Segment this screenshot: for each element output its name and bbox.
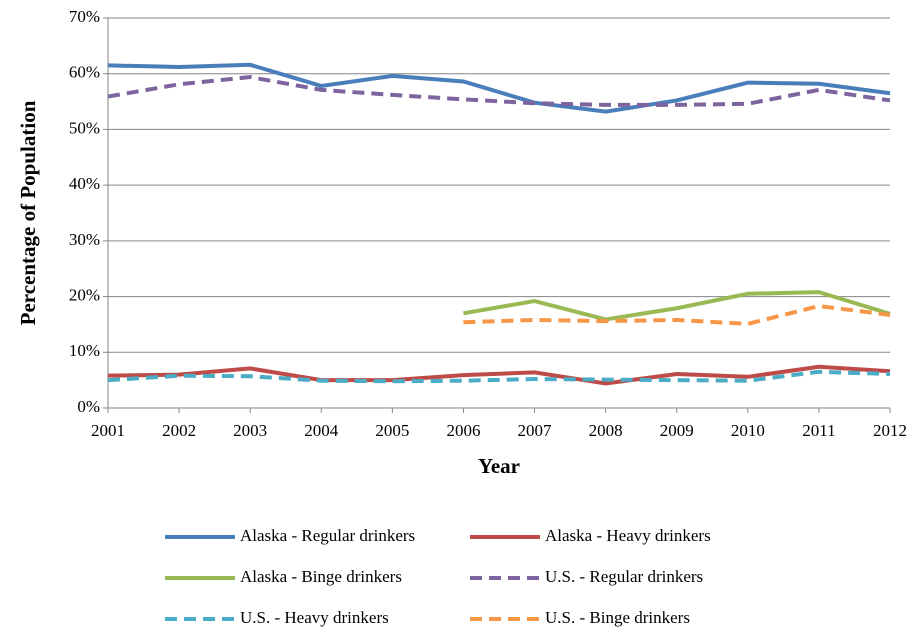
x-tick-label: 2005 bbox=[375, 421, 409, 440]
x-tick-label: 2004 bbox=[304, 421, 339, 440]
x-tick-label: 2009 bbox=[660, 421, 694, 440]
x-tick-label: 2010 bbox=[731, 421, 765, 440]
series-line bbox=[107, 369, 891, 384]
x-tick-label: 2008 bbox=[589, 421, 623, 440]
series-line bbox=[107, 75, 891, 107]
legend-label: Alaska - Regular drinkers bbox=[240, 526, 415, 545]
y-tick-label: 20% bbox=[69, 285, 100, 304]
series-line bbox=[107, 62, 891, 114]
y-tick-label: 0% bbox=[77, 397, 100, 416]
y-tick-label: 10% bbox=[69, 341, 100, 360]
series-line bbox=[463, 304, 891, 326]
y-tick-label: 30% bbox=[69, 230, 100, 249]
x-tick-label: 2012 bbox=[873, 421, 907, 440]
x-tick-label: 2007 bbox=[518, 421, 553, 440]
x-tick-label: 2003 bbox=[233, 421, 267, 440]
y-tick-label: 50% bbox=[69, 118, 100, 137]
legend-label: Alaska - Binge drinkers bbox=[240, 567, 402, 586]
y-axis-title: Percentage of Population bbox=[16, 100, 40, 325]
legend-label: U.S. - Heavy drinkers bbox=[240, 608, 389, 627]
y-tick-label: 70% bbox=[69, 7, 100, 26]
legend-label: U.S. - Binge drinkers bbox=[545, 608, 690, 627]
y-tick-label: 40% bbox=[69, 174, 100, 193]
x-tick-label: 2006 bbox=[446, 421, 480, 440]
x-axis-title: Year bbox=[478, 454, 520, 478]
x-tick-label: 2011 bbox=[802, 421, 835, 440]
y-tick-label: 60% bbox=[69, 63, 100, 82]
legend-label: Alaska - Heavy drinkers bbox=[545, 526, 711, 545]
x-tick-label: 2001 bbox=[91, 421, 125, 440]
series-line bbox=[107, 364, 891, 386]
x-tick-label: 2002 bbox=[162, 421, 196, 440]
series-line bbox=[463, 290, 891, 322]
legend-label: U.S. - Regular drinkers bbox=[545, 567, 703, 586]
